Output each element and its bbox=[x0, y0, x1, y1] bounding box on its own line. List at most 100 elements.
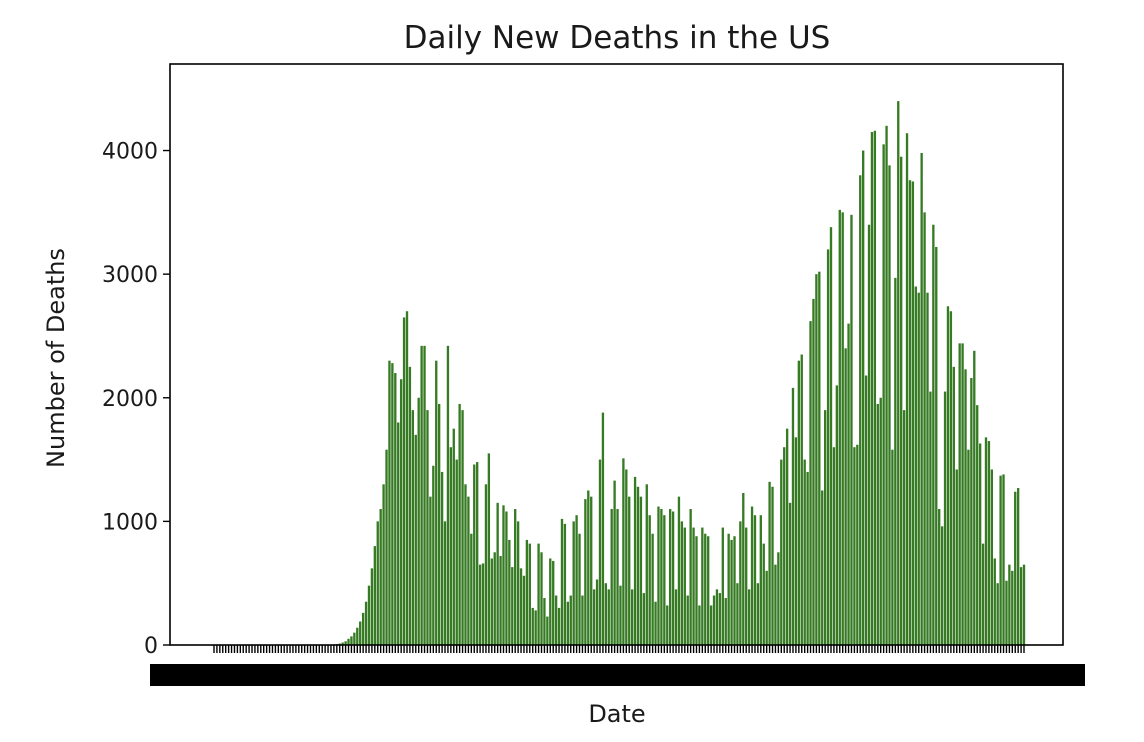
bar bbox=[832, 447, 836, 645]
bar bbox=[636, 486, 640, 645]
bar bbox=[461, 410, 464, 645]
bar bbox=[470, 533, 473, 645]
bar bbox=[590, 496, 593, 645]
bar bbox=[815, 274, 818, 645]
bar bbox=[891, 449, 894, 645]
y-tick-label: 3000 bbox=[102, 263, 158, 288]
bar bbox=[543, 598, 546, 645]
bar bbox=[408, 366, 412, 645]
bar bbox=[794, 437, 798, 645]
bar bbox=[862, 150, 865, 645]
bar bbox=[1002, 474, 1005, 645]
bar bbox=[712, 595, 716, 645]
bar bbox=[353, 632, 356, 645]
bar bbox=[806, 471, 809, 645]
bar bbox=[633, 476, 637, 645]
bar bbox=[528, 543, 531, 645]
bar bbox=[642, 593, 646, 645]
bar bbox=[897, 101, 900, 646]
y-tick-label: 0 bbox=[144, 634, 158, 659]
bar bbox=[481, 563, 485, 645]
bar bbox=[952, 366, 955, 645]
bar bbox=[549, 558, 552, 645]
bar bbox=[581, 595, 584, 645]
bar bbox=[663, 515, 666, 645]
bar bbox=[803, 459, 806, 645]
bar bbox=[996, 583, 999, 645]
bar bbox=[888, 165, 891, 645]
bar bbox=[876, 403, 879, 645]
bar bbox=[402, 317, 406, 645]
bar bbox=[367, 585, 371, 645]
y-axis-label: Number of Deaths bbox=[42, 248, 70, 468]
bar bbox=[762, 543, 765, 645]
bar bbox=[818, 271, 821, 645]
bar bbox=[686, 595, 689, 645]
bar bbox=[382, 484, 385, 645]
bar bbox=[540, 552, 543, 645]
bar bbox=[999, 475, 1002, 645]
bar bbox=[768, 481, 771, 645]
bar bbox=[449, 447, 453, 645]
bar bbox=[376, 521, 379, 645]
bar bbox=[490, 558, 493, 645]
bar bbox=[701, 527, 704, 645]
bar bbox=[765, 570, 768, 645]
bar bbox=[984, 437, 988, 645]
bar bbox=[1016, 488, 1020, 645]
bar bbox=[546, 616, 549, 645]
bar bbox=[990, 469, 993, 645]
bar bbox=[552, 560, 555, 645]
bar bbox=[841, 212, 844, 645]
bar bbox=[373, 546, 376, 645]
bar bbox=[736, 583, 739, 645]
bar bbox=[414, 434, 417, 645]
bar bbox=[826, 249, 830, 645]
bar bbox=[780, 459, 783, 645]
bar bbox=[607, 589, 610, 645]
bar bbox=[429, 496, 432, 645]
plot-frame bbox=[169, 63, 1064, 646]
bar bbox=[426, 410, 429, 645]
bar bbox=[417, 397, 420, 645]
bar bbox=[394, 373, 397, 645]
bar bbox=[516, 521, 520, 645]
bar bbox=[537, 543, 540, 645]
bar bbox=[595, 579, 599, 645]
bar bbox=[987, 441, 991, 645]
bar bbox=[592, 589, 596, 645]
bar bbox=[443, 521, 447, 645]
bar bbox=[575, 515, 578, 645]
bar bbox=[835, 385, 839, 645]
bar bbox=[961, 343, 964, 645]
bar bbox=[496, 502, 499, 645]
bar bbox=[756, 583, 760, 645]
bar bbox=[847, 323, 850, 645]
bar bbox=[616, 509, 619, 645]
bar bbox=[674, 589, 678, 645]
bar bbox=[440, 471, 444, 645]
bar bbox=[745, 527, 748, 645]
bar bbox=[356, 627, 359, 645]
bar bbox=[628, 496, 631, 645]
bar bbox=[452, 428, 455, 645]
bar bbox=[651, 533, 654, 645]
bar bbox=[853, 447, 856, 645]
bar bbox=[917, 292, 920, 645]
bar bbox=[718, 593, 722, 645]
bar bbox=[554, 595, 558, 645]
bar bbox=[929, 391, 932, 645]
bar bbox=[666, 605, 669, 645]
bar bbox=[493, 552, 496, 645]
bar bbox=[785, 428, 789, 645]
bar bbox=[613, 480, 616, 645]
bar bbox=[829, 227, 833, 646]
bar bbox=[932, 224, 935, 645]
bar bbox=[797, 360, 801, 645]
bar bbox=[671, 511, 675, 645]
bar bbox=[1022, 564, 1026, 645]
bar bbox=[973, 350, 976, 645]
bar bbox=[970, 377, 973, 645]
bar bbox=[940, 526, 944, 645]
bar bbox=[926, 292, 929, 645]
